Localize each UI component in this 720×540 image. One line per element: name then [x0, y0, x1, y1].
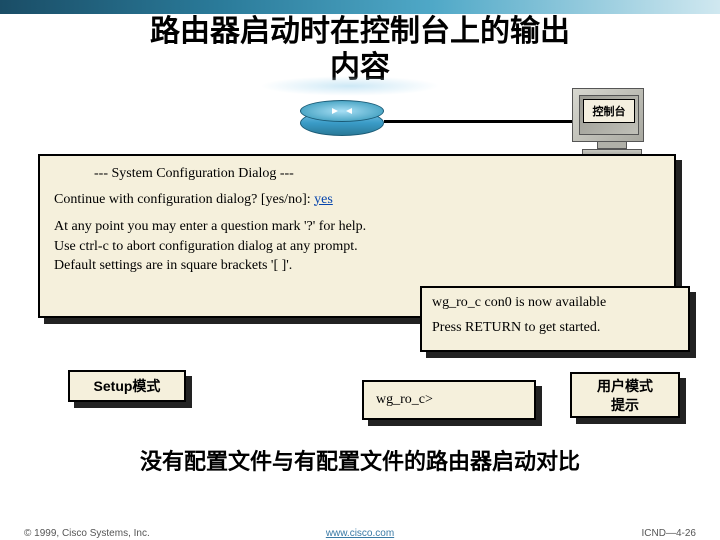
- monitor-label: 控制台: [583, 99, 635, 123]
- user-mode-line2: 提示: [572, 398, 678, 417]
- console-cable: [384, 120, 584, 123]
- slide: 路由器启动时在控制台上的输出 内容 控制台 --- System Configu…: [0, 0, 720, 540]
- dialog-help-line2: Use ctrl-c to abort configuration dialog…: [54, 237, 660, 257]
- setup-mode-label: Setup模式: [68, 370, 186, 402]
- prompt-box: wg_ro_c>: [362, 380, 542, 426]
- dialog-question: Continue with configuration dialog? [yes…: [54, 192, 311, 207]
- setup-mode-box: Setup模式: [68, 370, 192, 408]
- footer-page-number: ICND—4-26: [642, 528, 696, 539]
- console-ready-box: wg_ro_c con0 is now available Press RETU…: [420, 286, 696, 358]
- user-mode-box: 用户模式 提示: [570, 372, 686, 424]
- dialog-header: --- System Configuration Dialog ---: [94, 164, 660, 184]
- title-line-1: 路由器启动时在控制台上的输出: [150, 15, 570, 48]
- top-gradient-bar: [0, 0, 720, 14]
- footer-link[interactable]: www.cisco.com: [326, 528, 394, 539]
- router-icon: [300, 98, 388, 142]
- user-mode-line1: 用户模式: [572, 379, 678, 398]
- footer-url: www.cisco.com: [0, 528, 720, 539]
- dialog-help-line3: Default settings are in square brackets …: [54, 256, 660, 276]
- dialog-question-line: Continue with configuration dialog? [yes…: [54, 190, 660, 210]
- console-ready-line2: Press RETURN to get started.: [432, 319, 678, 338]
- dialog-answer-yes: yes: [314, 192, 333, 207]
- console-ready-line1: wg_ro_c con0 is now available: [432, 294, 678, 313]
- bottom-caption: 没有配置文件与有配置文件的路由器启动对比: [0, 444, 720, 476]
- prompt-text: wg_ro_c>: [362, 380, 536, 420]
- light-spot: [260, 76, 440, 96]
- dialog-help-line1: At any point you may enter a question ma…: [54, 217, 660, 237]
